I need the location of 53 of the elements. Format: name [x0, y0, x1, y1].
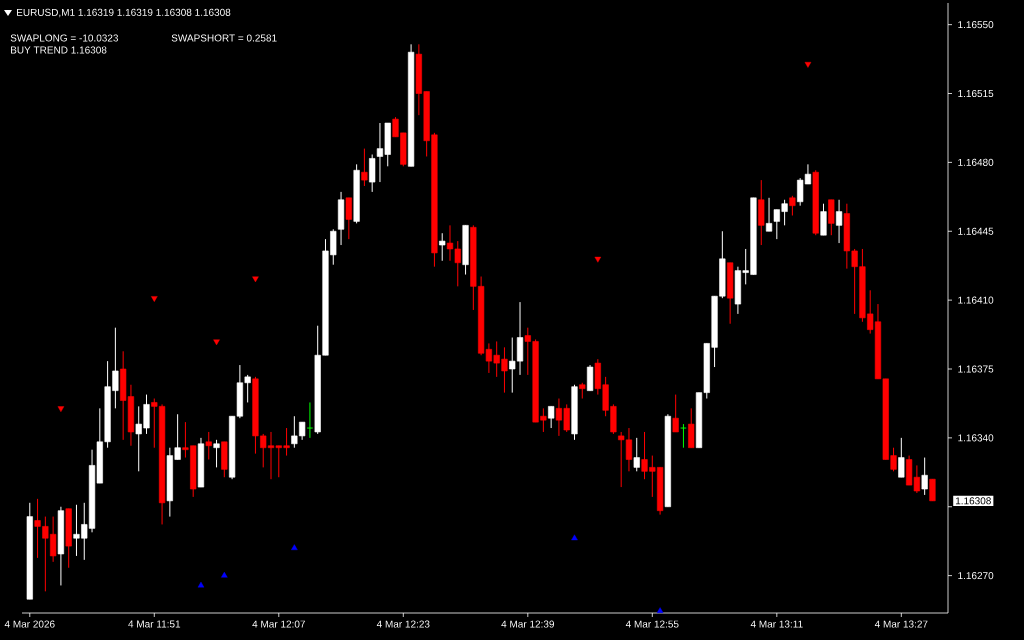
candlestick	[633, 437, 640, 472]
point	[213, 339, 220, 346]
point	[57, 406, 65, 413]
y-tick-label: 1.16375	[958, 365, 994, 373]
x-tick-label: 4 Mar 12:07	[252, 620, 305, 628]
point	[804, 62, 812, 68]
y-tick-label: 1.16410	[958, 296, 994, 304]
candlestick	[680, 423, 687, 449]
y-tick-label: 1.16340	[958, 434, 994, 442]
candlestick	[586, 364, 594, 392]
x-tick-label: 4 Mar 12:39	[501, 620, 555, 628]
y-tick-label: 1.16550	[958, 21, 994, 29]
point	[151, 296, 158, 302]
candlestick	[369, 154, 376, 193]
annotation: SWAPLONG = -10.0323	[10, 34, 119, 42]
candlestick	[835, 199, 843, 244]
point	[571, 534, 578, 541]
candlestick	[361, 148, 368, 187]
candlestick	[688, 407, 695, 449]
x-tick-label: 4 Mar 13:27	[874, 620, 928, 628]
candlestick	[765, 197, 773, 232]
x-tick-label: 4 Mar 11:51	[128, 620, 181, 628]
candlestick	[921, 457, 928, 496]
candlestick	[898, 437, 905, 478]
candlestick	[672, 394, 679, 433]
candlestick	[789, 195, 796, 217]
annotation: SWAPSHORT = 0.2581	[171, 34, 277, 42]
text: EURUSD,M1 1.16319 1.16319 1.16308 1.16308	[17, 8, 231, 18]
candlestick	[929, 478, 936, 502]
x-tick-label: 4 Mar 12:55	[625, 620, 679, 628]
x-tick-label: 4 Mar 2026	[4, 620, 55, 628]
candlestick	[439, 232, 446, 262]
x-tick-label: 4 Mar 13:11	[750, 620, 803, 628]
annotation: BUY TREND 1.16308	[11, 46, 107, 54]
point	[656, 607, 664, 613]
point	[252, 276, 259, 283]
point	[291, 544, 298, 551]
candlestick	[828, 199, 835, 236]
candlestick	[306, 401, 314, 439]
candlestick	[548, 405, 555, 429]
point	[221, 571, 228, 578]
text: 1.16308	[955, 497, 991, 505]
x-tick-label: 4 Mar 12:23	[376, 620, 430, 628]
point	[197, 581, 205, 588]
candlestick	[820, 203, 827, 236]
point	[594, 256, 602, 263]
y-tick-label: 1.16480	[958, 158, 994, 166]
candlestick	[205, 431, 212, 461]
candlestick	[213, 439, 220, 468]
y-tick-label: 1.16445	[958, 227, 994, 235]
y-tick-label: 1.16270	[958, 572, 994, 580]
candlestick	[345, 197, 352, 240]
y-tick-label: 1.16515	[958, 89, 994, 98]
